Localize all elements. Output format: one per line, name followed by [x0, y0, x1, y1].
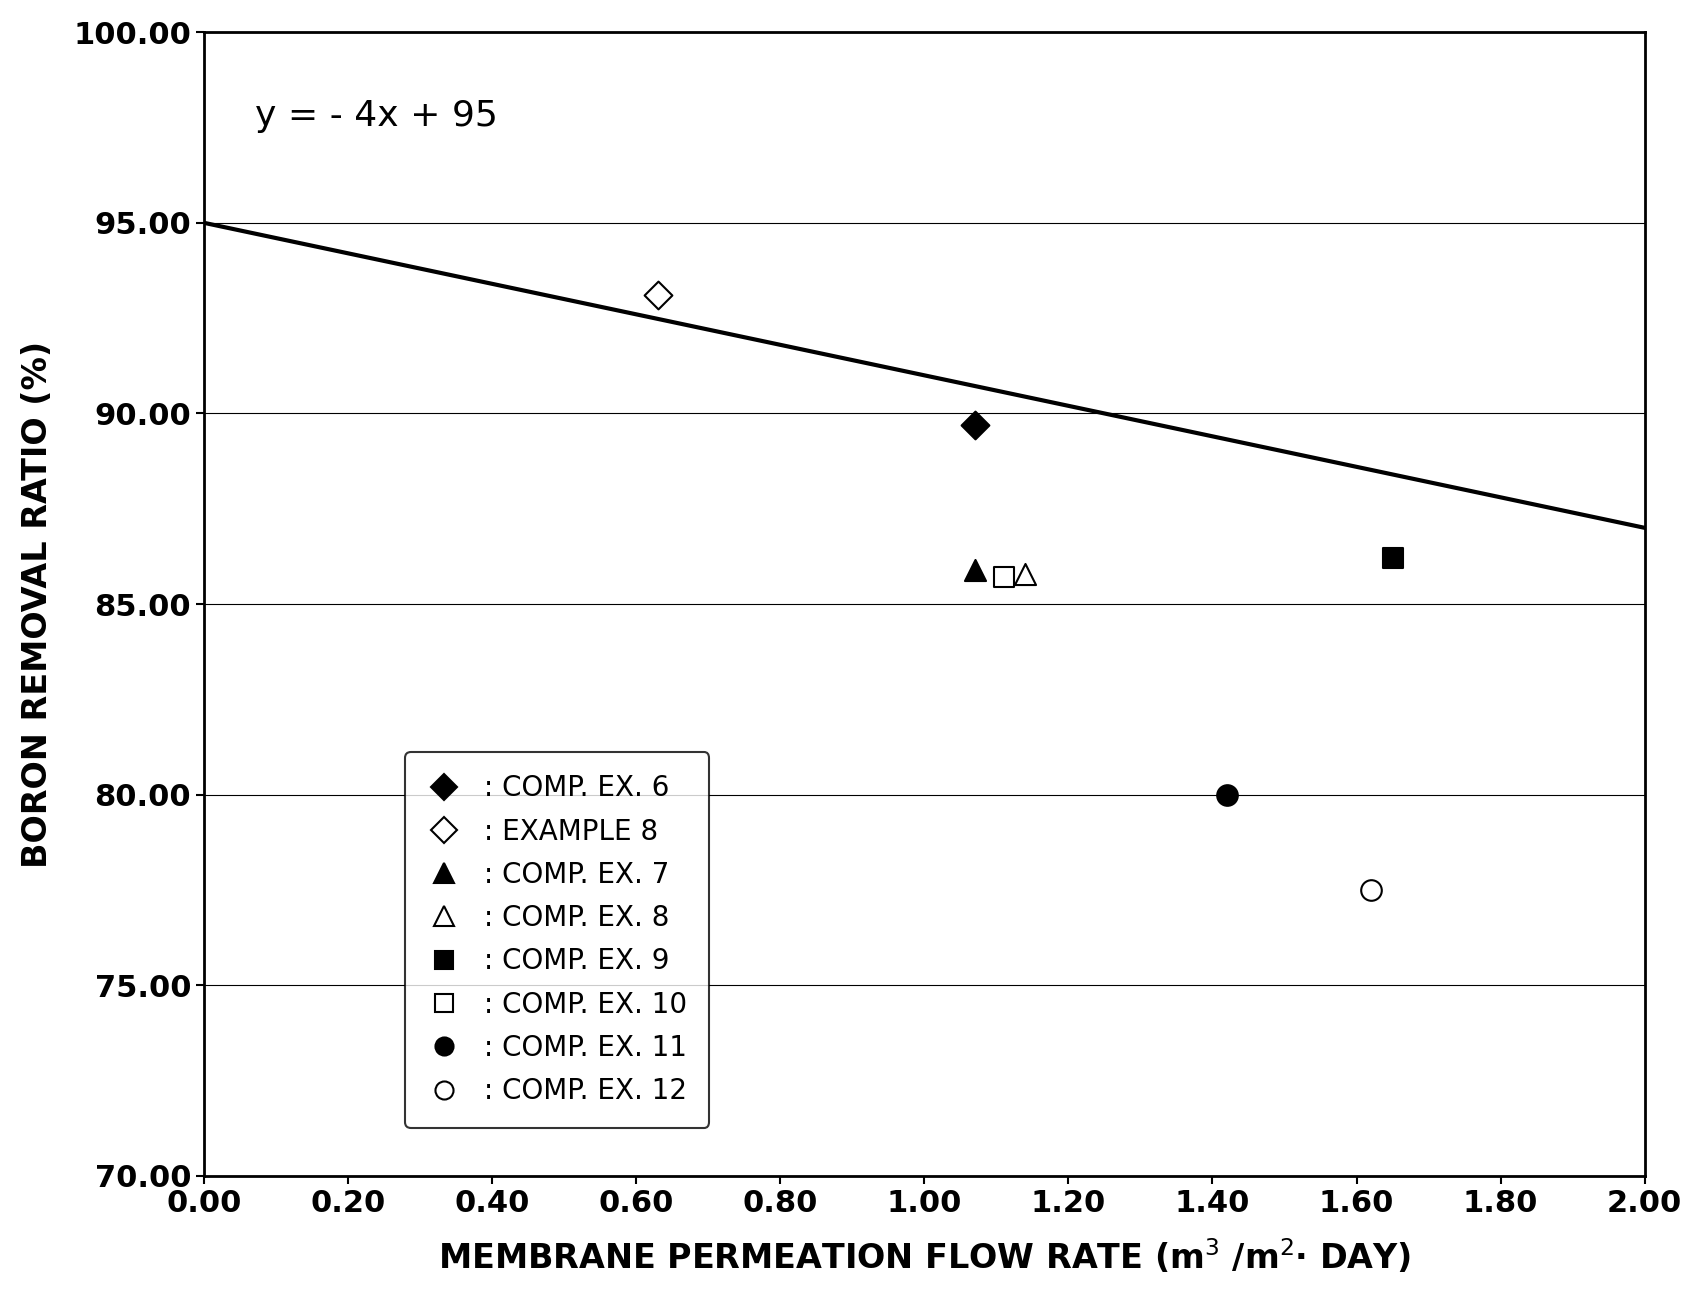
Point: [1357, 879, 1385, 900]
Point: [960, 559, 988, 580]
Point: [1213, 785, 1240, 805]
Point: [1012, 563, 1039, 584]
Legend:  : COMP. EX. 6,  : EXAMPLE 8,  : COMP. EX. 7,  : COMP. EX. 8,  : COMP. EX. 9,  :: : COMP. EX. 6, : EXAMPLE 8, : COMP. EX. …: [405, 752, 708, 1127]
Point: [644, 285, 671, 306]
X-axis label: MEMBRANE PERMEATION FLOW RATE (m$^3$ /m$^2$· DAY): MEMBRANE PERMEATION FLOW RATE (m$^3$ /m$…: [438, 1237, 1412, 1276]
Point: [1379, 547, 1407, 568]
Text: y = - 4x + 95: y = - 4x + 95: [255, 99, 497, 134]
Point: [989, 567, 1017, 588]
Y-axis label: BORON REMOVAL RATIO (%): BORON REMOVAL RATIO (%): [20, 341, 54, 868]
Point: [960, 415, 988, 436]
